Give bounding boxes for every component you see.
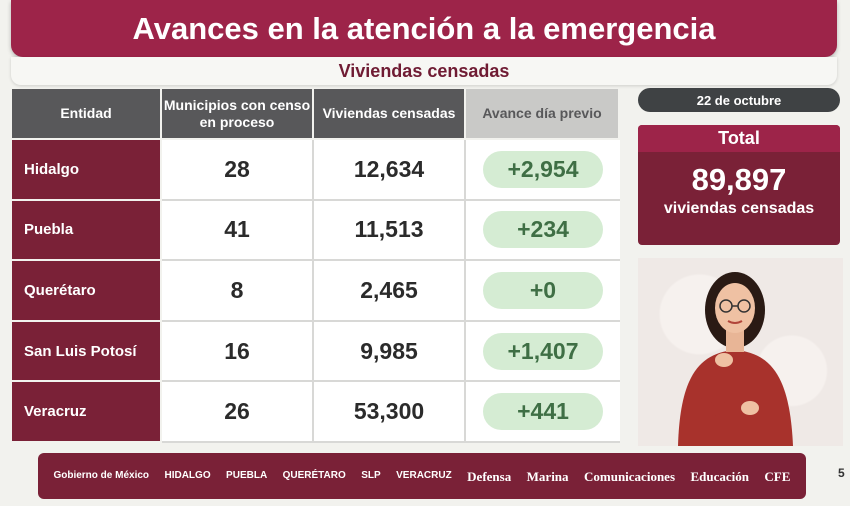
avance-badge: +1,407 bbox=[483, 332, 603, 370]
row-avance-cell: +441 bbox=[466, 382, 620, 443]
row-entity: Hidalgo bbox=[12, 140, 162, 201]
total-value: 89,897 bbox=[691, 162, 787, 197]
row-municipios: 8 bbox=[162, 261, 314, 322]
total-label: Total bbox=[638, 125, 840, 152]
row-viviendas: 2,465 bbox=[314, 261, 466, 322]
logo-comunicaciones: Comunicaciones bbox=[584, 468, 675, 484]
footer-logos: Gobierno de México HIDALGO PUEBLA QUERÉT… bbox=[38, 453, 806, 499]
interpreter-figure bbox=[678, 272, 793, 446]
logo-marina: Marina bbox=[526, 468, 569, 484]
row-municipios: 26 bbox=[162, 382, 314, 443]
row-viviendas: 53,300 bbox=[314, 382, 466, 443]
logo-gobierno: Gobierno de México bbox=[53, 470, 150, 481]
logo-slp: SLP bbox=[361, 470, 381, 481]
avance-badge: +441 bbox=[483, 393, 603, 431]
column-header-municipios: Municipios con censo en proceso bbox=[162, 89, 314, 140]
logo-hidalgo: HIDALGO bbox=[164, 470, 211, 481]
row-municipios: 28 bbox=[162, 140, 314, 201]
data-table: Entidad Municipios con censo en proceso … bbox=[12, 89, 620, 443]
logo-educacion: Educación bbox=[690, 468, 749, 484]
total-card: Total 89,897 viviendas censadas bbox=[638, 125, 840, 245]
logo-puebla: PUEBLA bbox=[226, 470, 268, 481]
row-viviendas: 11,513 bbox=[314, 200, 466, 262]
page-subtitle: Viviendas censadas bbox=[11, 57, 837, 85]
row-entity: Veracruz bbox=[12, 382, 162, 443]
row-entity: Querétaro bbox=[12, 261, 162, 322]
date-badge: 22 de octubre bbox=[638, 88, 840, 112]
avance-badge: +2,954 bbox=[483, 150, 603, 188]
logo-cfe: CFE bbox=[764, 468, 791, 484]
row-viviendas: 12,634 bbox=[314, 140, 466, 201]
column-header-avance: Avance día previo bbox=[466, 89, 620, 140]
row-avance-cell: +2,954 bbox=[466, 140, 620, 201]
row-municipios: 41 bbox=[162, 200, 314, 262]
row-avance-cell: +1,407 bbox=[466, 321, 620, 383]
total-caption: viviendas censadas bbox=[663, 200, 815, 217]
logo-veracruz: VERACRUZ bbox=[396, 470, 452, 481]
row-avance-cell: +0 bbox=[466, 261, 620, 322]
page-number: 5 bbox=[838, 466, 845, 480]
row-municipios: 16 bbox=[162, 321, 314, 383]
row-avance-cell: +234 bbox=[466, 200, 620, 262]
column-header-viviendas: Viviendas censadas bbox=[314, 89, 466, 140]
row-viviendas: 9,985 bbox=[314, 321, 466, 383]
logo-queretaro: QUERÉTARO bbox=[282, 470, 346, 481]
row-entity: Puebla bbox=[12, 200, 162, 262]
avance-badge: +234 bbox=[483, 211, 603, 249]
logo-defensa: Defensa bbox=[467, 468, 512, 484]
column-header-entidad: Entidad bbox=[12, 89, 162, 140]
avance-badge: +0 bbox=[483, 271, 603, 309]
page-title: Avances en la atención a la emergencia bbox=[11, 0, 837, 57]
sign-language-interpreter bbox=[638, 258, 843, 446]
row-entity: San Luis Potosí bbox=[12, 321, 162, 383]
